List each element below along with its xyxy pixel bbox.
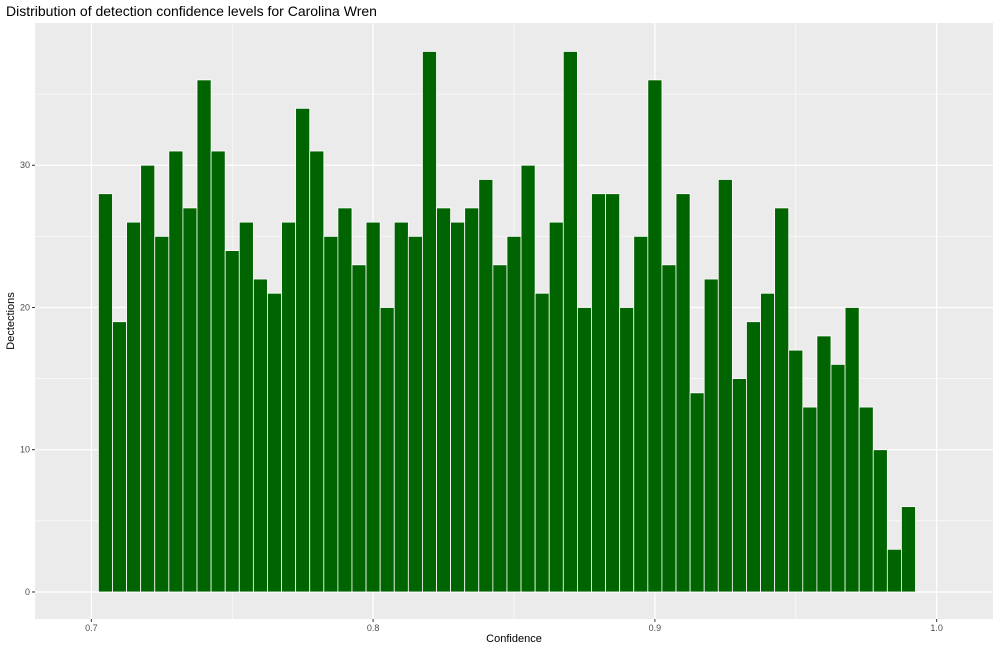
- x-tick-label: 0.8: [367, 623, 380, 633]
- chart-title: Distribution of detection confidence lev…: [6, 3, 377, 19]
- histogram-bar: [619, 307, 635, 593]
- histogram-bar: [534, 292, 550, 593]
- histogram-bar: [379, 307, 395, 593]
- x-axis-title: Confidence: [486, 633, 542, 645]
- histogram-bar: [126, 221, 142, 593]
- histogram-bar: [858, 406, 874, 593]
- histogram-bar: [746, 321, 761, 593]
- y-axis-ticks: 0 10 20 30: [20, 160, 35, 597]
- y-tick-label: 10: [20, 445, 30, 455]
- y-axis-title: Dectections: [5, 292, 17, 350]
- histogram-bar: [802, 406, 818, 593]
- histogram-bar: [154, 235, 170, 593]
- histogram-bar: [901, 506, 916, 593]
- histogram-bar: [267, 292, 282, 593]
- histogram-bar: [717, 179, 733, 593]
- histogram-bar: [210, 150, 226, 593]
- histogram-bar: [605, 193, 621, 593]
- histogram-bar: [224, 250, 240, 593]
- y-tick-label: 0: [25, 587, 30, 597]
- histogram-bar: [323, 235, 339, 593]
- histogram-bar: [140, 164, 156, 593]
- histogram-bar: [422, 51, 437, 593]
- y-tick-label: 20: [20, 302, 30, 312]
- histogram-bar: [520, 164, 536, 593]
- histogram-bar: [788, 349, 804, 593]
- histogram-bar: [548, 221, 564, 593]
- histogram-bar: [365, 221, 381, 593]
- histogram-bar: [196, 79, 212, 593]
- histogram-bar: [295, 107, 311, 593]
- histogram-bar: [576, 307, 592, 593]
- histogram-bar: [591, 193, 606, 593]
- histogram-bar: [97, 193, 113, 593]
- histogram-bar: [281, 221, 297, 593]
- histogram-bar: [182, 207, 198, 593]
- histogram-bar: [633, 235, 649, 593]
- histogram-bar: [689, 392, 705, 593]
- histogram-bar: [886, 548, 902, 593]
- histogram-bar: [112, 321, 127, 593]
- histogram-bar: [168, 150, 184, 593]
- histogram-bar: [478, 179, 494, 593]
- histogram-bar: [407, 235, 423, 593]
- histogram-bar: [464, 207, 480, 593]
- histogram-bar: [492, 264, 508, 593]
- histogram-bar: [562, 51, 578, 593]
- histogram-bar: [774, 207, 790, 593]
- histogram-bar: [731, 378, 747, 593]
- x-tick-label: 1.0: [930, 623, 943, 633]
- histogram-bar: [844, 307, 860, 593]
- histogram-bar: [830, 363, 846, 593]
- histogram-bar: [506, 235, 522, 593]
- y-tick-label: 30: [20, 160, 30, 170]
- x-tick-label: 0.7: [85, 623, 98, 633]
- histogram-bar: [647, 79, 663, 593]
- bars-group: [97, 51, 916, 593]
- histogram-bar: [675, 193, 691, 593]
- histogram-bar: [661, 264, 677, 593]
- histogram-bar: [309, 150, 325, 593]
- x-axis-ticks: 0.7 0.8 0.9 1.0: [85, 619, 943, 633]
- histogram-bar: [816, 335, 832, 593]
- histogram-bar: [351, 264, 367, 593]
- histogram-bar: [703, 278, 719, 593]
- x-tick-label: 0.9: [649, 623, 662, 633]
- histogram-bar: [436, 207, 452, 593]
- histogram-bar: [337, 207, 353, 593]
- histogram-bar: [450, 221, 466, 593]
- histogram-bar: [252, 278, 268, 593]
- histogram-bar: [872, 449, 888, 593]
- histogram-bar: [760, 292, 776, 593]
- histogram-bar: [238, 221, 254, 593]
- histogram-bar: [393, 221, 409, 593]
